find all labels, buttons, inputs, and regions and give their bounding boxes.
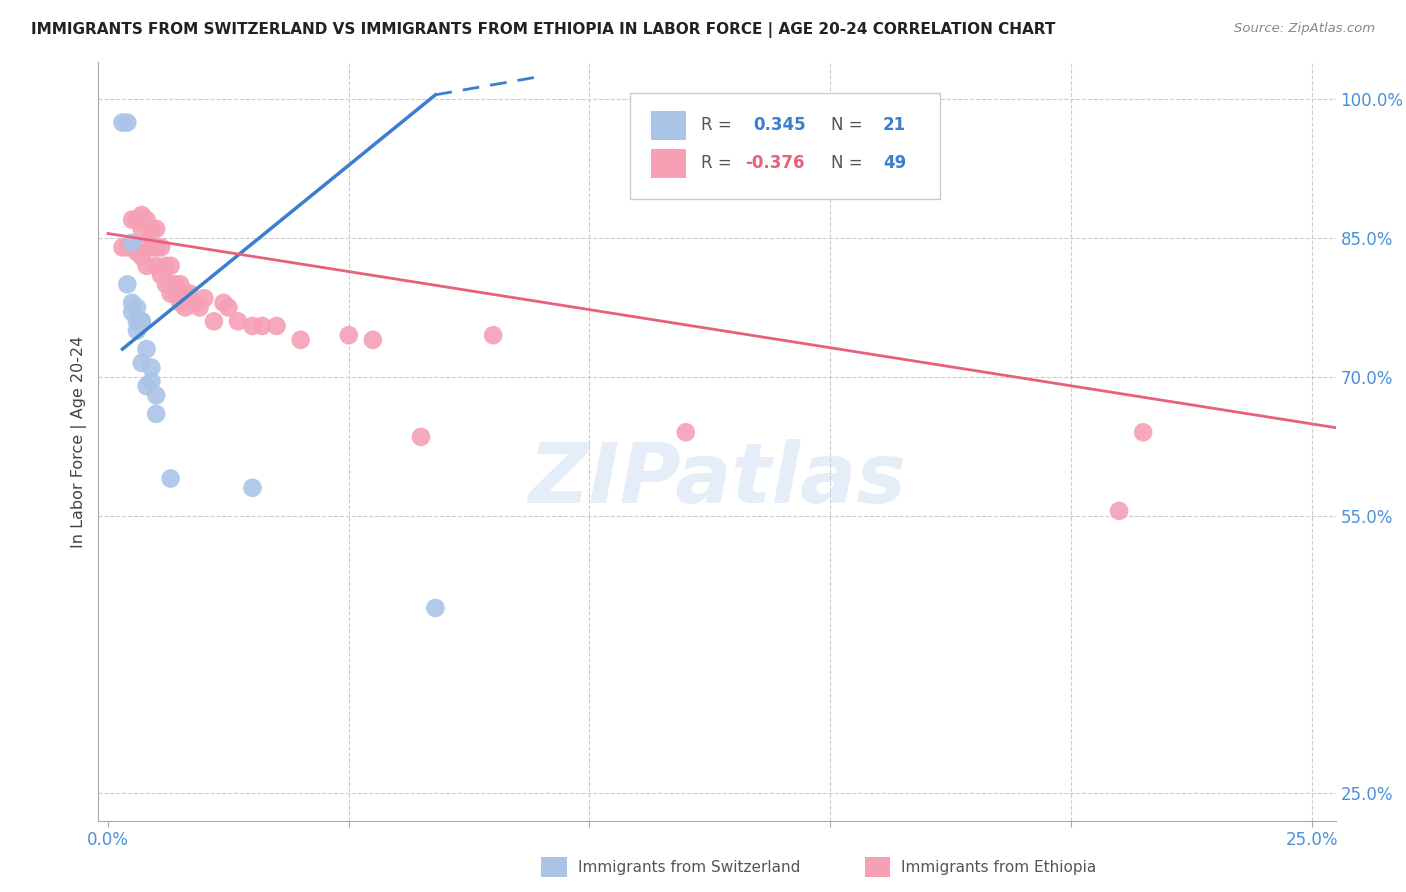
Point [125, 245, 148, 260]
Point [242, 481, 264, 495]
Point [131, 208, 153, 222]
Point [155, 259, 177, 273]
Point [174, 301, 197, 315]
Point [141, 375, 163, 389]
Point [193, 291, 215, 305]
Text: N =: N = [831, 154, 868, 172]
Point [141, 240, 163, 254]
Point [121, 305, 143, 319]
Text: Immigrants from Switzerland: Immigrants from Switzerland [578, 860, 800, 874]
Point [188, 301, 211, 315]
Point [121, 240, 143, 254]
Point [174, 286, 197, 301]
Point [159, 471, 181, 485]
FancyBboxPatch shape [630, 93, 939, 199]
Point [482, 328, 505, 343]
Point [145, 388, 167, 402]
Point [125, 314, 148, 328]
Point [121, 235, 143, 250]
Text: N =: N = [831, 116, 868, 135]
Point [179, 286, 201, 301]
Point [1132, 425, 1154, 440]
Point [121, 212, 143, 227]
Point [409, 430, 432, 444]
Point [125, 301, 148, 315]
Point [131, 314, 153, 328]
Point [150, 268, 173, 282]
Point [202, 314, 225, 328]
Point [111, 240, 134, 254]
Text: R =: R = [702, 116, 737, 135]
Point [141, 360, 163, 375]
Point [337, 328, 360, 343]
Point [135, 212, 157, 227]
Point [250, 318, 273, 333]
Y-axis label: In Labor Force | Age 20-24: In Labor Force | Age 20-24 [72, 335, 87, 548]
Point [155, 277, 177, 292]
Text: 21: 21 [883, 116, 905, 135]
Point [125, 212, 148, 227]
Point [675, 425, 697, 440]
Point [159, 277, 181, 292]
Text: ZIPatlas: ZIPatlas [529, 439, 905, 520]
Point [159, 286, 181, 301]
Point [217, 301, 239, 315]
Point [212, 296, 235, 310]
Point [169, 277, 191, 292]
Point [131, 222, 153, 236]
Point [361, 333, 384, 347]
Text: IMMIGRANTS FROM SWITZERLAND VS IMMIGRANTS FROM ETHIOPIA IN LABOR FORCE | AGE 20-: IMMIGRANTS FROM SWITZERLAND VS IMMIGRANT… [31, 22, 1056, 38]
Text: -0.376: -0.376 [745, 154, 806, 172]
Text: 49: 49 [883, 154, 905, 172]
Point [169, 296, 191, 310]
Point [165, 286, 187, 301]
Point [150, 240, 173, 254]
Point [145, 407, 167, 421]
Point [121, 296, 143, 310]
Text: Source: ZipAtlas.com: Source: ZipAtlas.com [1234, 22, 1375, 36]
Point [117, 115, 139, 129]
Text: R =: R = [702, 154, 737, 172]
Point [131, 356, 153, 370]
Point [117, 240, 139, 254]
Point [159, 259, 181, 273]
Point [145, 240, 167, 254]
Point [266, 318, 288, 333]
Text: Immigrants from Ethiopia: Immigrants from Ethiopia [901, 860, 1097, 874]
Point [125, 324, 148, 338]
Point [135, 379, 157, 393]
Point [290, 333, 312, 347]
Point [135, 235, 157, 250]
Bar [651, 149, 686, 178]
Text: 0.345: 0.345 [754, 116, 806, 135]
Bar [651, 111, 686, 140]
Point [183, 296, 205, 310]
Point [165, 277, 187, 292]
Point [145, 259, 167, 273]
Point [145, 222, 167, 236]
Point [111, 115, 134, 129]
Point [131, 314, 153, 328]
Point [135, 259, 157, 273]
Point [117, 277, 139, 292]
Point [1108, 504, 1130, 518]
Point [425, 601, 447, 615]
Point [131, 250, 153, 264]
Point [242, 318, 264, 333]
Point [226, 314, 249, 328]
Point [141, 222, 163, 236]
Point [135, 342, 157, 356]
